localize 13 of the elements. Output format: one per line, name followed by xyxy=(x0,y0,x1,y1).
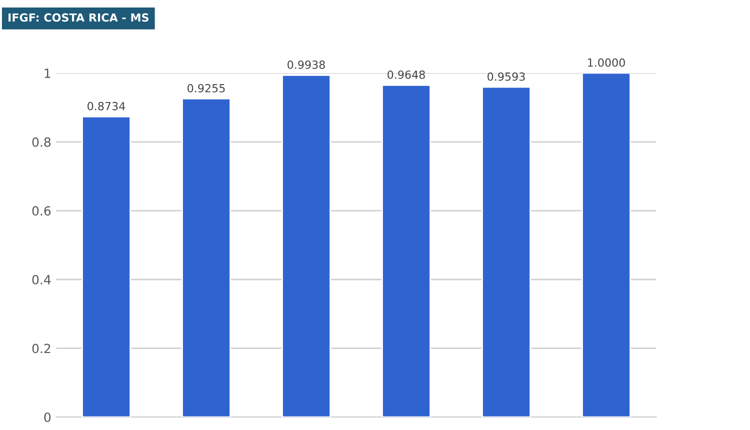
y-tick-label: 1 xyxy=(44,68,50,78)
data-label: 1.0000 xyxy=(588,58,625,67)
y-tick-label: 0.4 xyxy=(32,274,51,284)
y-tick-label: 0.8 xyxy=(32,137,51,147)
y-tick-label: 0.6 xyxy=(32,206,51,216)
data-label: 0.9648 xyxy=(388,70,425,79)
data-label: 0.8734 xyxy=(88,102,126,110)
data-label: 0.9593 xyxy=(488,72,525,81)
chart-title: IFGF: COSTA RICA - MS xyxy=(8,13,148,22)
y-tick-label: 0.2 xyxy=(32,344,50,354)
data-label: 0.9938 xyxy=(288,60,325,69)
y-tick-label: 0 xyxy=(44,412,51,422)
data-label: 0.9255 xyxy=(188,84,225,92)
